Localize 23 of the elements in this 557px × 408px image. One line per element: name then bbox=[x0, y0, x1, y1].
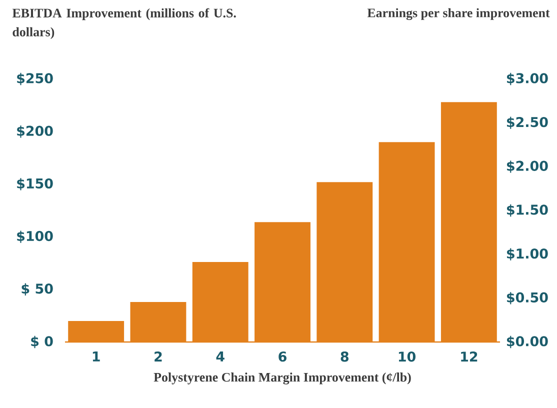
y-tick-label: $ 0 bbox=[31, 336, 53, 348]
y2-tick-label: $0.50 bbox=[506, 292, 548, 304]
x-axis-title: Polystyrene Chain Margin Improvement (¢/lb) bbox=[154, 372, 411, 384]
x-tick-label: 2 bbox=[154, 352, 162, 362]
y-tick-label: $ 50 bbox=[22, 283, 53, 296]
y2-tick-label: $2.50 bbox=[506, 116, 548, 129]
y-axis-title: EBITDA Improvement (millions of U.S. dollars) bbox=[12, 8, 236, 39]
x-tick-label: 12 bbox=[461, 352, 478, 362]
x-tick-label: 8 bbox=[340, 352, 348, 362]
x-tick-label: 6 bbox=[278, 352, 286, 362]
y2-tick-label: $3.00 bbox=[506, 72, 548, 86]
y-tick-label: $200 bbox=[17, 126, 53, 138]
x-tick-label: 10 bbox=[398, 352, 416, 362]
y-tick-label: $150 bbox=[17, 178, 53, 190]
y2-tick-label: $2.00 bbox=[506, 160, 548, 173]
y2-tick-label: $0.00 bbox=[506, 336, 548, 348]
y-tick-label: $250 bbox=[17, 72, 53, 86]
x-tick-label: 4 bbox=[216, 352, 224, 362]
y2-tick-label: $1.50 bbox=[506, 204, 548, 217]
x-tick-label: 1 bbox=[92, 352, 100, 362]
y2-tick-label: $1.00 bbox=[506, 248, 548, 260]
y-tick-label: $100 bbox=[17, 230, 53, 243]
y2-axis-title: Earnings per share improvement bbox=[367, 8, 550, 20]
